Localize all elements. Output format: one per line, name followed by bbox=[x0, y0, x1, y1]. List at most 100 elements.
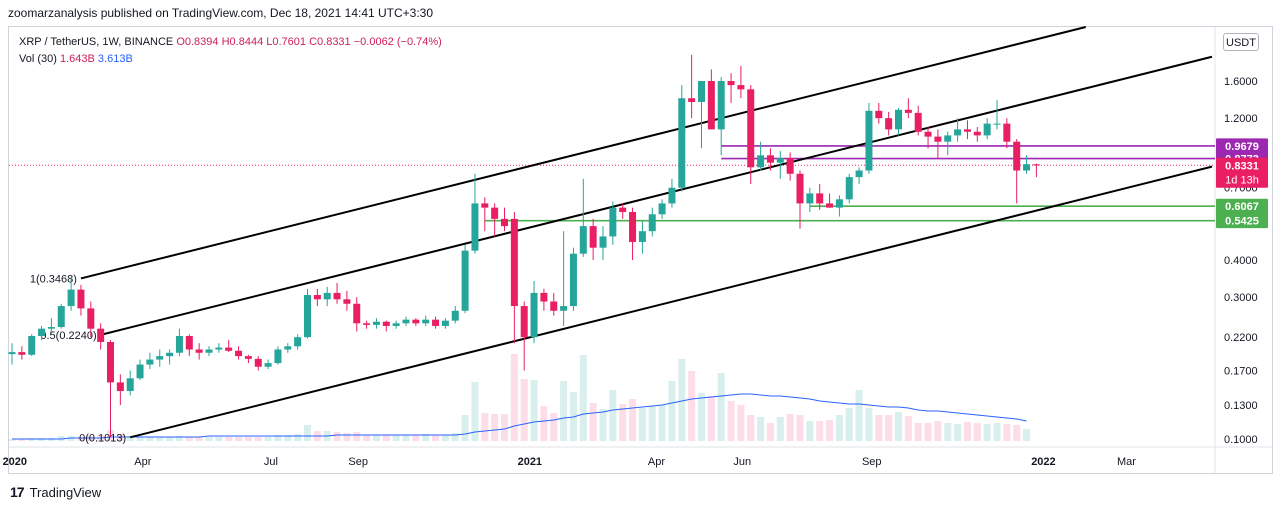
x-tick-label: Sep bbox=[348, 456, 368, 468]
candle-body bbox=[38, 328, 46, 337]
volume-bar bbox=[382, 435, 390, 441]
candle-body bbox=[284, 346, 292, 350]
candle-body bbox=[57, 306, 65, 328]
volume-bar bbox=[737, 405, 745, 441]
price-label-box bbox=[1216, 198, 1268, 214]
channel-middle-line bbox=[100, 55, 1213, 336]
volume-bar bbox=[924, 423, 932, 441]
volume-bar bbox=[333, 432, 341, 441]
volume-bar bbox=[146, 437, 154, 441]
volume-bar bbox=[865, 408, 873, 441]
volume-bar bbox=[471, 382, 479, 441]
volume-bar bbox=[885, 415, 893, 441]
candle-body bbox=[983, 123, 991, 136]
ohlc-change: −0.0062 (−0.74%) bbox=[353, 36, 442, 48]
volume-bar bbox=[816, 421, 824, 441]
volume-bar bbox=[156, 437, 164, 441]
price-label-box bbox=[1216, 157, 1268, 188]
candle-body bbox=[294, 337, 302, 347]
volume-bar bbox=[589, 403, 597, 441]
candle-body bbox=[136, 364, 144, 379]
volume-bar bbox=[1003, 424, 1011, 441]
candle-body bbox=[146, 359, 154, 365]
volume-bar bbox=[501, 414, 508, 441]
candle-body bbox=[363, 323, 371, 325]
candle-body bbox=[343, 299, 351, 304]
candle-body bbox=[156, 356, 164, 360]
candle-body bbox=[609, 207, 617, 237]
candle-body bbox=[304, 295, 311, 338]
currency-button[interactable]: USDT bbox=[1223, 33, 1259, 51]
volume-bar bbox=[432, 435, 440, 441]
volume-bar bbox=[441, 435, 449, 441]
volume-bar bbox=[678, 359, 686, 441]
candle-body bbox=[648, 214, 656, 232]
volume-bar bbox=[934, 421, 942, 441]
volume-bar bbox=[845, 408, 853, 441]
candle-body bbox=[215, 347, 223, 350]
volume-bar bbox=[550, 413, 558, 441]
price-label-box bbox=[1216, 213, 1268, 229]
volume-bar bbox=[1013, 425, 1021, 441]
candle-body bbox=[501, 218, 508, 227]
volume-bar bbox=[294, 434, 302, 441]
ohlc-close: C0.8331 bbox=[309, 36, 351, 48]
candle-body bbox=[47, 327, 55, 329]
candle-body bbox=[934, 136, 942, 142]
volume-bar bbox=[343, 433, 351, 441]
price-label-text: 0.6067 bbox=[1225, 201, 1259, 213]
chart-frame bbox=[8, 26, 1273, 474]
volume-bar bbox=[855, 390, 863, 441]
volume-bar bbox=[766, 423, 774, 441]
volume-bar bbox=[904, 416, 912, 441]
candle-body bbox=[944, 135, 952, 142]
x-tick-label: 2020 bbox=[3, 456, 27, 468]
candle-body bbox=[757, 155, 765, 168]
candle-body bbox=[885, 118, 893, 130]
candle-body bbox=[254, 358, 262, 367]
footer: 17 TradingView bbox=[10, 484, 101, 500]
volume-bar bbox=[895, 412, 902, 441]
candle-body bbox=[235, 350, 243, 357]
symbol-name: XRP / TetherUS, 1W, BINANCE bbox=[19, 36, 174, 48]
volume-bar bbox=[619, 404, 627, 441]
volume-bar bbox=[8, 439, 16, 441]
candle-body bbox=[737, 85, 745, 90]
candle-body bbox=[835, 199, 843, 208]
candle-body bbox=[895, 109, 902, 130]
volume-bar bbox=[540, 406, 548, 441]
x-tick-label: 2022 bbox=[1031, 456, 1055, 468]
candle-body bbox=[865, 110, 873, 171]
candle-body bbox=[904, 109, 912, 113]
volume-bar bbox=[284, 435, 292, 441]
volume-bar bbox=[983, 424, 991, 441]
volume-bar bbox=[422, 434, 430, 441]
volume-bar bbox=[560, 381, 568, 441]
tradingview-brand[interactable]: TradingView bbox=[29, 484, 102, 500]
volume-ma-value: 3.613B bbox=[97, 53, 133, 65]
candle-body bbox=[274, 349, 282, 364]
volume-bar bbox=[638, 408, 646, 441]
volume-bar bbox=[372, 435, 380, 441]
volume-bar bbox=[402, 435, 410, 441]
candle-body bbox=[826, 203, 834, 208]
volume-bar bbox=[195, 437, 203, 441]
candle-body bbox=[520, 306, 528, 338]
candle-body bbox=[372, 321, 380, 325]
candle-body bbox=[550, 301, 558, 311]
volume-bar bbox=[629, 399, 637, 441]
candle-body bbox=[530, 292, 538, 338]
x-tick-label: Jun bbox=[733, 456, 751, 468]
candle-body bbox=[333, 292, 341, 300]
volume-bar bbox=[304, 425, 311, 441]
volume-bar bbox=[776, 417, 784, 441]
fib-label: 0(0.1013) bbox=[79, 432, 126, 444]
price-label-text: 0.5425 bbox=[1225, 216, 1259, 228]
candle-body bbox=[166, 352, 174, 357]
candle-body bbox=[540, 292, 548, 302]
candle-body bbox=[382, 321, 390, 326]
tradingview-logo-icon[interactable]: 17 bbox=[10, 484, 25, 500]
candle-body bbox=[776, 158, 784, 163]
y-tick-label: 0.3000 bbox=[1224, 292, 1258, 304]
